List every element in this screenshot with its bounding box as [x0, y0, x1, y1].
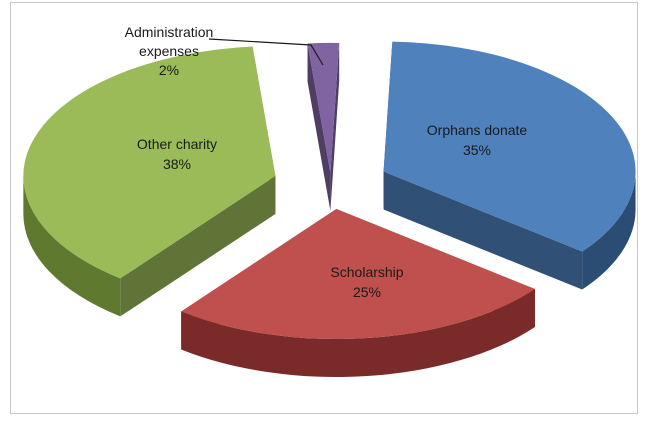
slice-top — [181, 209, 535, 340]
slice-top — [307, 42, 340, 173]
slice-wall — [383, 171, 583, 290]
pie-chart: Orphans donate 35% Scholarship 25% Other cha… — [23, 24, 636, 378]
pie-slice-other-charity — [23, 46, 276, 317]
pie-slice-orphans-donate — [383, 41, 636, 290]
slice-label-administration-expenses: Administration expenses 2% — [125, 24, 214, 78]
pie-slice-scholarship — [181, 209, 535, 378]
slice-top — [383, 41, 636, 252]
slice-top — [23, 46, 276, 279]
slice-side — [582, 171, 636, 290]
slice-wall — [307, 43, 331, 211]
slice-label-orphans-donate: Orphans donate 35% — [427, 122, 528, 158]
slice-wall — [120, 175, 276, 317]
chart-frame: Orphans donate 35% Scholarship 25% Other cha… — [10, 2, 638, 414]
slice-side — [181, 289, 535, 378]
slice-label-scholarship: Scholarship 25% — [330, 264, 403, 300]
slice-side — [23, 175, 121, 317]
slice-label-other-charity: Other charity 38% — [137, 136, 217, 172]
slice-wall — [330, 42, 340, 211]
admin-leader-line — [208, 38, 324, 66]
pie-slice-administration-expenses — [307, 42, 340, 211]
